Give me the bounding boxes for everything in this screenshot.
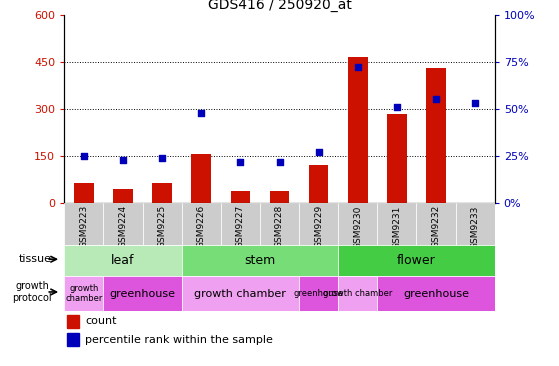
- Bar: [221, 203, 260, 245]
- Bar: [309, 165, 329, 203]
- Text: GSM9223: GSM9223: [79, 205, 88, 249]
- Point: [158, 155, 167, 161]
- Text: GSM9232: GSM9232: [432, 205, 440, 249]
- Bar: [338, 203, 377, 245]
- Bar: [299, 203, 338, 245]
- Bar: [299, 276, 338, 311]
- Bar: [64, 203, 103, 245]
- Bar: [270, 191, 290, 203]
- Text: growth chamber: growth chamber: [195, 289, 286, 299]
- Text: leaf: leaf: [111, 254, 135, 267]
- Text: growth protocol: growth protocol: [12, 281, 52, 303]
- Bar: [152, 183, 172, 203]
- Point: [471, 100, 480, 106]
- Text: greenhouse: greenhouse: [293, 289, 344, 298]
- Bar: [67, 333, 79, 346]
- Bar: [260, 203, 299, 245]
- Text: GSM9233: GSM9233: [471, 205, 480, 249]
- Point: [314, 149, 323, 155]
- Bar: [182, 203, 221, 245]
- Text: growth chamber: growth chamber: [323, 289, 392, 298]
- Bar: [113, 189, 133, 203]
- Point: [275, 159, 284, 165]
- Bar: [64, 245, 182, 276]
- Bar: [182, 245, 338, 276]
- Point: [392, 104, 401, 110]
- Bar: [143, 203, 182, 245]
- Text: percentile rank within the sample: percentile rank within the sample: [86, 335, 273, 345]
- Text: greenhouse: greenhouse: [403, 289, 469, 299]
- Text: growth
chamber: growth chamber: [65, 284, 102, 303]
- Point: [353, 64, 362, 70]
- Text: greenhouse: greenhouse: [110, 289, 176, 299]
- Bar: [74, 183, 93, 203]
- Text: stem: stem: [244, 254, 276, 267]
- Bar: [377, 276, 495, 311]
- Bar: [64, 276, 103, 311]
- Bar: [387, 113, 407, 203]
- Text: GSM9231: GSM9231: [392, 205, 401, 249]
- Bar: [67, 315, 79, 328]
- Text: GSM9228: GSM9228: [275, 205, 284, 249]
- Point: [236, 159, 245, 165]
- Point: [197, 110, 206, 116]
- Text: GSM9225: GSM9225: [158, 205, 167, 249]
- Bar: [416, 203, 456, 245]
- Text: flower: flower: [397, 254, 436, 267]
- Text: GSM9227: GSM9227: [236, 205, 245, 249]
- Text: GSM9229: GSM9229: [314, 205, 323, 249]
- Bar: [427, 68, 446, 203]
- Text: GSM9230: GSM9230: [353, 205, 362, 249]
- Point: [79, 153, 88, 159]
- Bar: [338, 276, 377, 311]
- Text: GSM9226: GSM9226: [197, 205, 206, 249]
- Bar: [348, 57, 368, 203]
- Bar: [377, 203, 416, 245]
- Bar: [103, 276, 182, 311]
- Bar: [231, 191, 250, 203]
- Bar: [103, 203, 143, 245]
- Bar: [192, 154, 211, 203]
- Title: GDS416 / 250920_at: GDS416 / 250920_at: [207, 0, 352, 12]
- Point: [432, 97, 440, 102]
- Bar: [338, 245, 495, 276]
- Text: GSM9224: GSM9224: [119, 205, 127, 249]
- Point: [119, 157, 127, 163]
- Bar: [456, 203, 495, 245]
- Bar: [182, 276, 299, 311]
- Text: tissue: tissue: [19, 254, 52, 264]
- Text: count: count: [86, 316, 117, 326]
